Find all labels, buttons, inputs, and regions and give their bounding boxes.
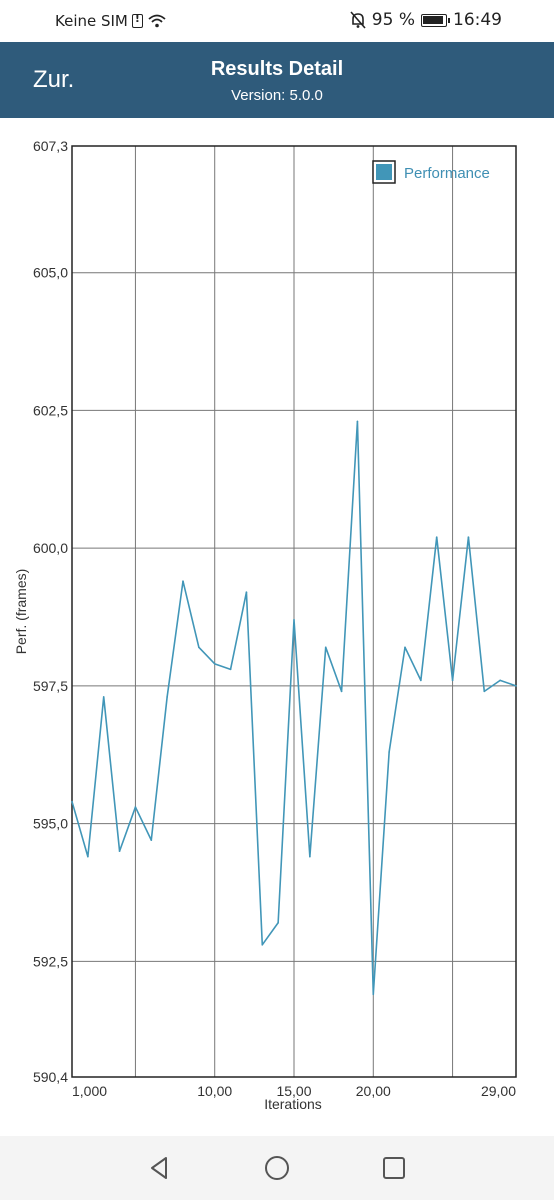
nav-home-icon[interactable] bbox=[263, 1154, 291, 1182]
y-tick-label: 597,5 bbox=[33, 678, 68, 694]
back-button[interactable]: Zur. bbox=[33, 66, 75, 93]
page-title: Results Detail bbox=[210, 58, 344, 80]
legend: Performance bbox=[372, 160, 490, 184]
data-point bbox=[388, 751, 390, 753]
muted-bell-icon bbox=[350, 11, 366, 29]
nav-recents-icon[interactable] bbox=[380, 1154, 408, 1182]
data-point bbox=[118, 850, 121, 852]
data-point bbox=[309, 855, 311, 858]
x-tick-labels: 1,000 10,00 15,00 20,00 29,00 bbox=[72, 1083, 516, 1099]
data-point bbox=[420, 679, 422, 682]
data-point bbox=[182, 580, 184, 583]
data-point bbox=[467, 536, 470, 538]
legend-swatch bbox=[376, 164, 392, 180]
plot-frame bbox=[71, 145, 517, 1078]
data-point bbox=[150, 839, 153, 841]
status-right: 95 % 16:49 bbox=[350, 10, 502, 30]
data-point bbox=[87, 855, 89, 858]
data-point bbox=[499, 679, 501, 682]
y-axis-title: Perf. (frames) bbox=[13, 569, 29, 655]
x-tick-label: 1,000 bbox=[72, 1083, 107, 1099]
nav-back-icon[interactable] bbox=[145, 1154, 173, 1182]
status-left: Keine SIM bbox=[55, 12, 167, 30]
chart-area: 590,4 592,5 595,0 597,5 600,0 602,5 605,0 607,3… bbox=[0, 118, 554, 1136]
data-point bbox=[277, 921, 279, 924]
data-point bbox=[451, 679, 454, 682]
carrier-text: Keine SIM bbox=[55, 12, 128, 30]
y-tick-label: 595,0 bbox=[33, 816, 68, 832]
x-tick-label: 15,00 bbox=[276, 1083, 311, 1099]
legend-label-performance: Performance bbox=[404, 165, 490, 182]
y-tick-label: 590,4 bbox=[33, 1069, 68, 1085]
y-tick-label: 607,3 bbox=[33, 138, 68, 154]
x-tick-label: 10,00 bbox=[197, 1083, 232, 1099]
data-point bbox=[324, 646, 327, 649]
system-nav-bar bbox=[0, 1136, 554, 1200]
sim-alert-icon bbox=[131, 12, 143, 28]
battery-icon bbox=[421, 13, 450, 27]
y-tick-label: 605,0 bbox=[33, 265, 68, 281]
performance-chart: 590,4 592,5 595,0 597,5 600,0 602,5 605,0 607,3… bbox=[13, 138, 517, 1112]
y-tick-label: 600,0 bbox=[33, 540, 68, 556]
status-bar: Keine SIM 95 % 16:49 bbox=[0, 0, 554, 42]
data-point bbox=[483, 690, 486, 693]
y-tick-label: 592,5 bbox=[33, 953, 68, 969]
data-point bbox=[229, 668, 232, 671]
data-point bbox=[166, 696, 168, 698]
y-tick-label: 602,5 bbox=[33, 402, 68, 418]
data-point bbox=[356, 420, 359, 423]
data-point bbox=[404, 646, 406, 649]
wifi-icon bbox=[148, 14, 166, 28]
app-header: Zur. Results Detail Version: 5.0.0 bbox=[0, 42, 554, 118]
x-tick-label: 20,00 bbox=[356, 1083, 391, 1099]
data-point bbox=[261, 943, 264, 946]
grid-layer bbox=[71, 145, 517, 1078]
clock: 16:49 bbox=[453, 10, 502, 30]
data-point bbox=[245, 591, 248, 594]
data-point bbox=[134, 806, 137, 808]
data-point bbox=[198, 646, 200, 649]
data-point bbox=[340, 690, 343, 693]
x-tick-label: 29,00 bbox=[481, 1083, 516, 1099]
y-tick-labels: 590,4 592,5 595,0 597,5 600,0 602,5 605,0 607,3 bbox=[33, 138, 68, 1085]
data-point bbox=[102, 696, 105, 698]
data-point bbox=[293, 618, 295, 621]
data-point bbox=[435, 536, 438, 538]
data-point bbox=[372, 993, 375, 996]
data-point bbox=[515, 685, 517, 687]
series-layer bbox=[71, 420, 517, 996]
battery-percent: 95 % bbox=[371, 10, 415, 30]
version-label: Version: 5.0.0 bbox=[231, 87, 323, 104]
data-point bbox=[213, 663, 216, 665]
x-axis-title: Iterations bbox=[264, 1096, 322, 1112]
data-point bbox=[71, 800, 73, 803]
